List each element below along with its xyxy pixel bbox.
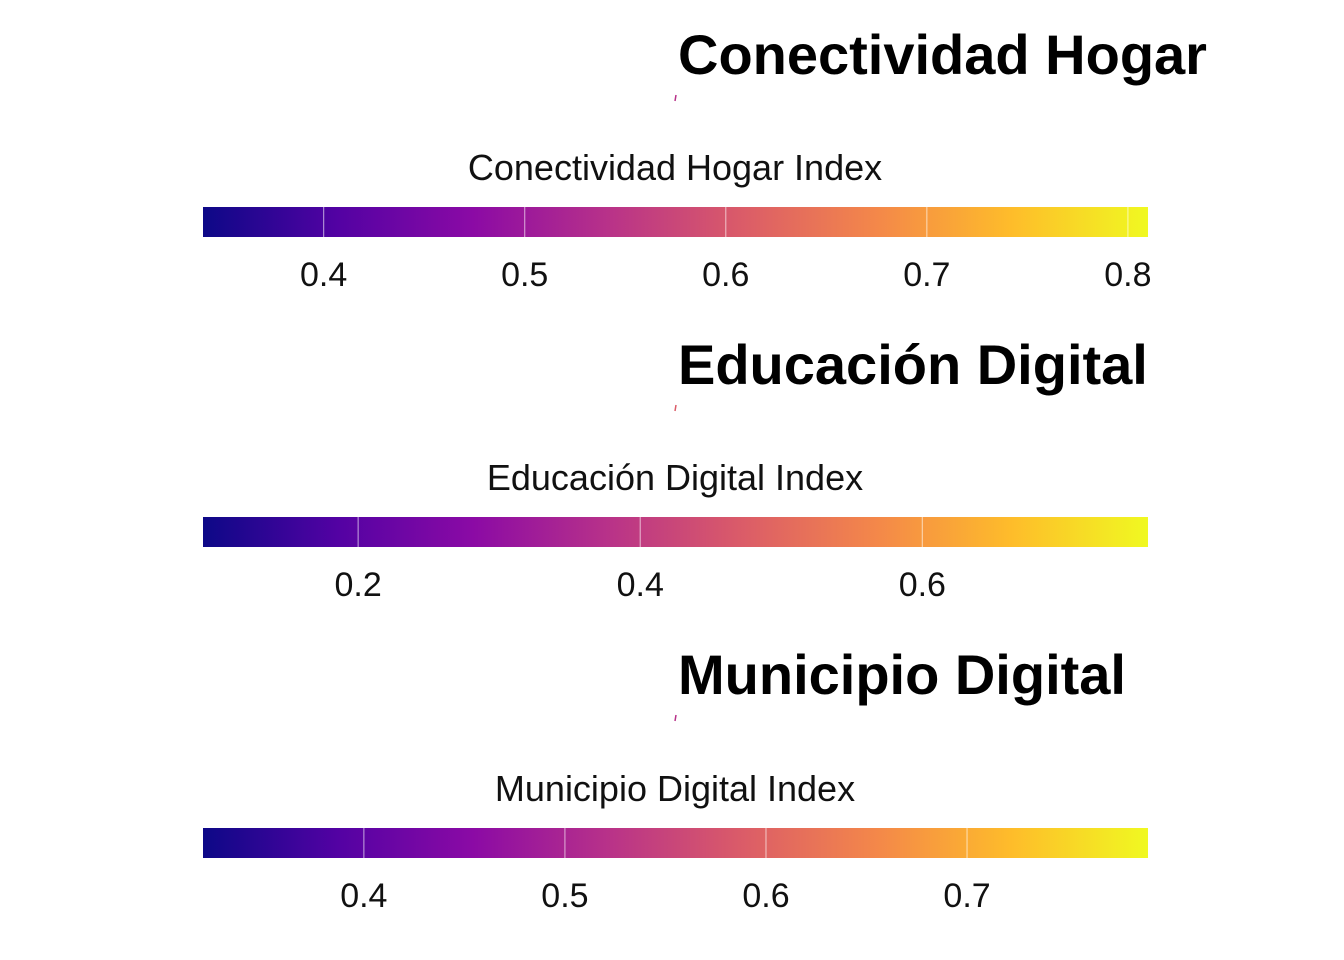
legend-title: Municipio Digital Index bbox=[495, 768, 855, 809]
colorbar-tick-label: 0.4 bbox=[300, 256, 347, 294]
colorbar-tick-label: 0.5 bbox=[501, 256, 548, 294]
panel-educacion-digital: Educación Digital Educación Digital Inde… bbox=[203, 333, 1148, 604]
colorbar-tick-label: 0.6 bbox=[899, 566, 946, 604]
colorbar-tick-label: 0.4 bbox=[617, 566, 664, 604]
panel-municipio-digital: Municipio Digital Municipio Digital Inde… bbox=[203, 643, 1148, 915]
colorbar-tick-label: 0.7 bbox=[943, 877, 990, 915]
colorbar bbox=[203, 207, 1148, 237]
colorbar bbox=[203, 517, 1148, 547]
colorbar-tick-label: 0.4 bbox=[340, 877, 387, 915]
legend-title: Educación Digital Index bbox=[487, 457, 863, 498]
tick-group: 0.2 0.4 0.6 bbox=[335, 517, 946, 604]
map-mark bbox=[674, 714, 677, 722]
panel-title: Conectividad Hogar bbox=[678, 23, 1207, 86]
colorbar-tick-label: 0.7 bbox=[903, 256, 950, 294]
legend-title: Conectividad Hogar Index bbox=[468, 147, 882, 188]
panel-conectividad-hogar: Conectividad Hogar Conectividad Hogar In… bbox=[203, 23, 1207, 294]
colorbar-tick-label: 0.6 bbox=[702, 256, 749, 294]
map-mark bbox=[674, 404, 677, 412]
panel-title: Municipio Digital bbox=[678, 643, 1126, 706]
colorbar-tick-label: 0.5 bbox=[541, 877, 588, 915]
tick-group: 0.4 0.5 0.6 0.7 bbox=[340, 828, 991, 915]
map-mark bbox=[674, 94, 677, 102]
colorbar-tick-label: 0.8 bbox=[1104, 256, 1151, 294]
colorbar-tick-label: 0.6 bbox=[742, 877, 789, 915]
panel-title: Educación Digital bbox=[678, 333, 1148, 396]
tick-group: 0.4 0.5 0.6 0.7 0.8 bbox=[300, 207, 1152, 294]
colorbar-tick-label: 0.2 bbox=[335, 566, 382, 604]
colorbar bbox=[203, 828, 1148, 858]
